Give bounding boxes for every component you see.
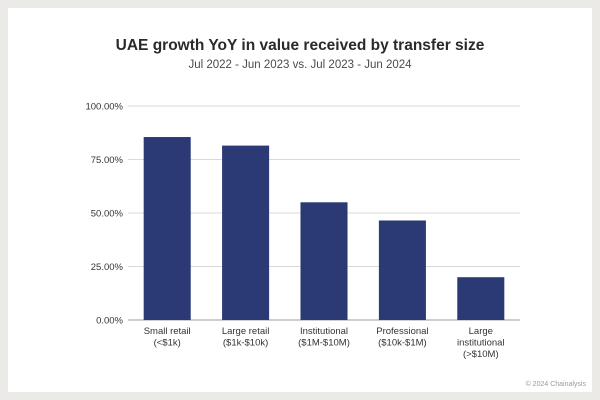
bar	[378, 220, 426, 320]
x-tick-label: Large	[469, 326, 493, 337]
y-tick-label: 25.00%	[91, 262, 124, 273]
chart-panel	[8, 8, 592, 392]
x-tick-label: ($1k-$10k)	[223, 338, 268, 349]
y-tick-label: 75.00%	[91, 155, 124, 166]
bar	[300, 202, 348, 320]
chart-title: UAE growth YoY in value received by tran…	[115, 37, 485, 54]
x-tick-label: ($10k-$1M)	[378, 338, 427, 349]
bar	[457, 277, 505, 320]
x-tick-label: Institutional	[300, 326, 348, 337]
x-tick-label: Professional	[376, 326, 428, 337]
x-tick-label: Small retail	[144, 326, 191, 337]
bar	[143, 137, 191, 320]
chart-subtitle: Jul 2022 - Jun 2023 vs. Jul 2023 - Jun 2…	[188, 59, 412, 71]
y-tick-label: 0.00%	[96, 316, 123, 327]
y-tick-label: 50.00%	[91, 209, 124, 220]
copyright-credit: © 2024 Chainalysis	[525, 381, 586, 388]
x-tick-label: ($1M-$10M)	[298, 338, 350, 349]
x-tick-label: (<$1k)	[154, 338, 181, 349]
x-tick-label: (>$10M)	[463, 349, 499, 360]
x-tick-label: institutional	[457, 338, 505, 349]
y-tick-label: 100.00%	[85, 102, 123, 113]
bar	[222, 145, 270, 320]
x-tick-label: Large retail	[222, 326, 270, 337]
